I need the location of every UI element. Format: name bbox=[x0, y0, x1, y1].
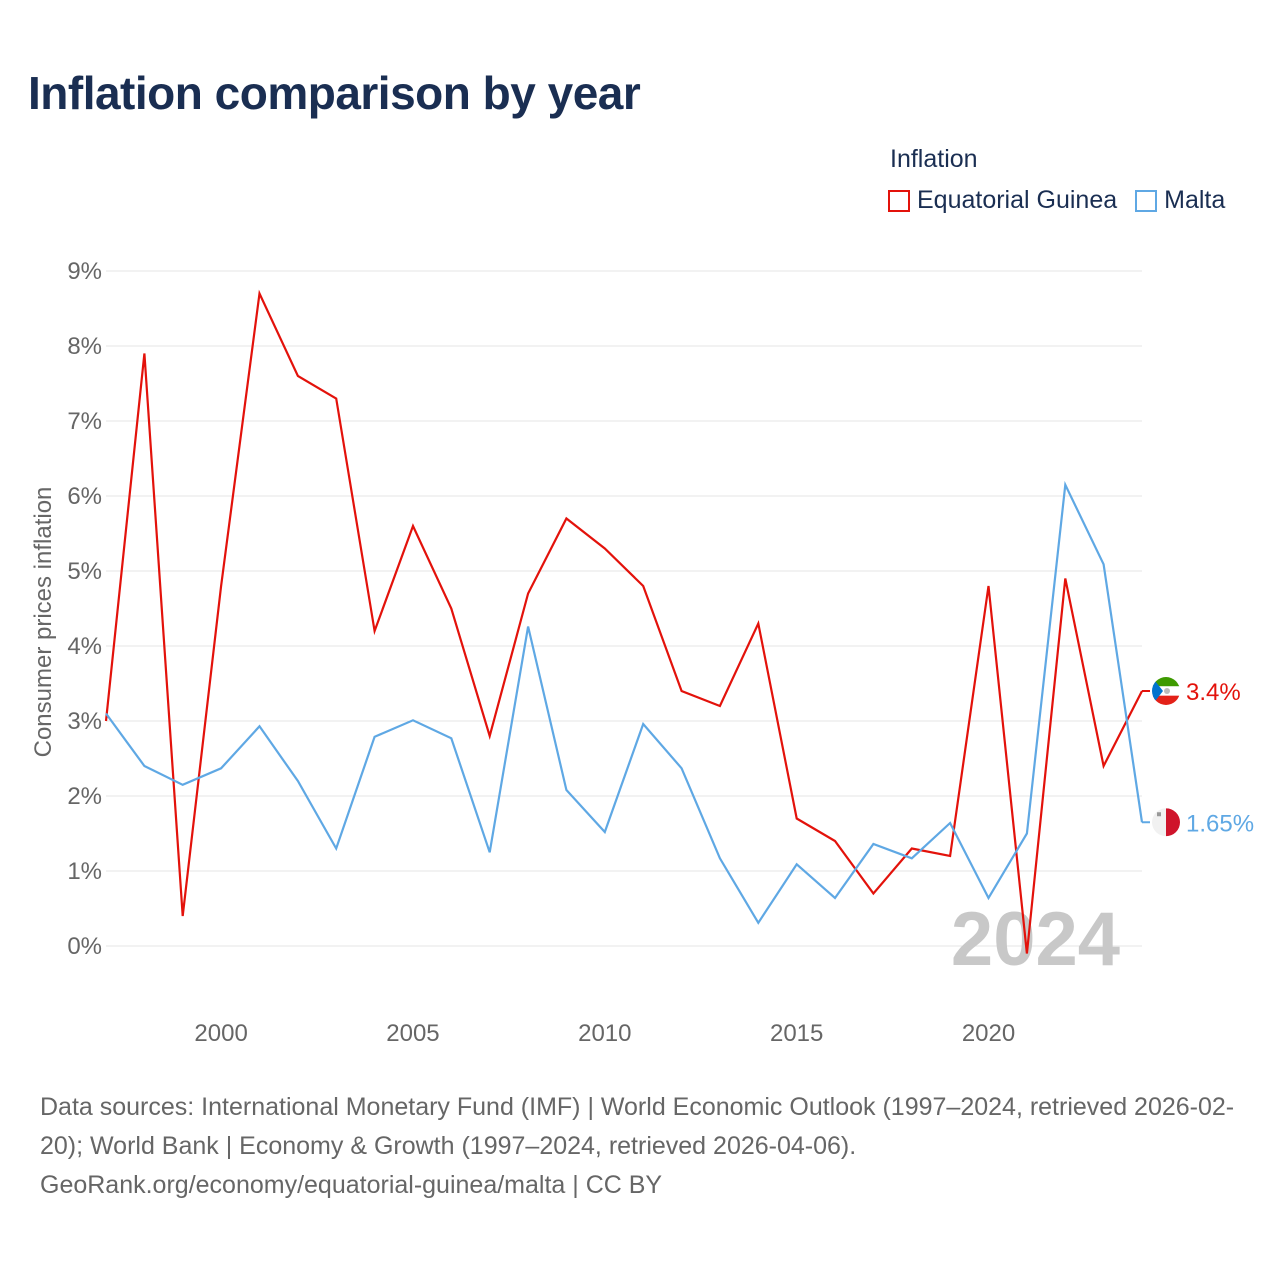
legend-label-malta: Malta bbox=[1164, 186, 1226, 214]
y-tick-label: 1% bbox=[67, 858, 102, 885]
flag-icon-equatorial-guinea bbox=[1152, 677, 1180, 705]
end-value-label-equatorial-guinea: 3.4% bbox=[1186, 679, 1241, 706]
line-chart: 0% 1% 2% 3% 4% 5% 6% 7% 8% 9% 2000 2005 2010 2015 2020… bbox=[30, 258, 1254, 1047]
flag-icon-malta bbox=[1152, 808, 1180, 837]
credit-link[interactable]: GeoRank.org/economy/equatorial-guinea/ma… bbox=[40, 1171, 663, 1199]
flag-triangle bbox=[1152, 677, 1163, 705]
series-line-malta[interactable] bbox=[105, 480, 1144, 925]
end-value-label-malta: 1.65% bbox=[1186, 810, 1254, 837]
y-tick-label: 0% bbox=[67, 933, 102, 960]
x-tick-label: 2020 bbox=[962, 1020, 1015, 1047]
y-tick-label: 6% bbox=[67, 483, 102, 510]
y-tick-label: 4% bbox=[67, 633, 102, 660]
legend-swatch-equatorial-guinea bbox=[888, 189, 910, 212]
legend-label-equatorial-guinea: Equatorial Guinea bbox=[917, 186, 1118, 214]
y-tick-label: 5% bbox=[67, 558, 102, 585]
y-tick-label: 2% bbox=[67, 783, 102, 810]
flag-equatorial-guinea-icon bbox=[1152, 677, 1180, 705]
legend-swatch-malta bbox=[1135, 189, 1158, 212]
x-tick-label: 2015 bbox=[770, 1020, 823, 1047]
flag-half bbox=[1152, 808, 1166, 837]
flag-cross bbox=[1157, 812, 1161, 817]
chart-title: Inflation comparison by year bbox=[28, 67, 641, 119]
legend-title: Inflation bbox=[890, 145, 978, 173]
x-tick-label: 2005 bbox=[386, 1020, 439, 1047]
legend-item-equatorial-guinea[interactable]: Equatorial Guinea bbox=[888, 186, 1117, 215]
legend-item-malta[interactable]: Malta bbox=[1135, 186, 1225, 215]
flag-emblem bbox=[1164, 688, 1170, 694]
flag-stripe bbox=[1152, 677, 1180, 687]
flag-half bbox=[1166, 808, 1180, 837]
y-tick-label: 3% bbox=[67, 708, 102, 735]
y-tick-label: 8% bbox=[67, 333, 102, 360]
y-tick-label: 9% bbox=[67, 258, 102, 285]
data-sources: Data sources: International Monetary Fun… bbox=[40, 1093, 1235, 1160]
flag-malta-icon bbox=[1152, 808, 1180, 837]
legend: Equatorial Guinea Malta bbox=[888, 186, 1225, 215]
x-tick-label: 2010 bbox=[578, 1020, 631, 1047]
footer: Data sources: International Monetary Fun… bbox=[40, 1088, 1250, 1205]
year-watermark: 2024 bbox=[951, 897, 1120, 982]
x-tick-label: 2000 bbox=[194, 1020, 247, 1047]
y-tick-label: 7% bbox=[67, 408, 102, 435]
series-line-equatorial-guinea[interactable] bbox=[104, 289, 1143, 954]
y-axis-label: Consumer prices inflation bbox=[30, 487, 57, 758]
flag-stripe bbox=[1152, 695, 1180, 705]
